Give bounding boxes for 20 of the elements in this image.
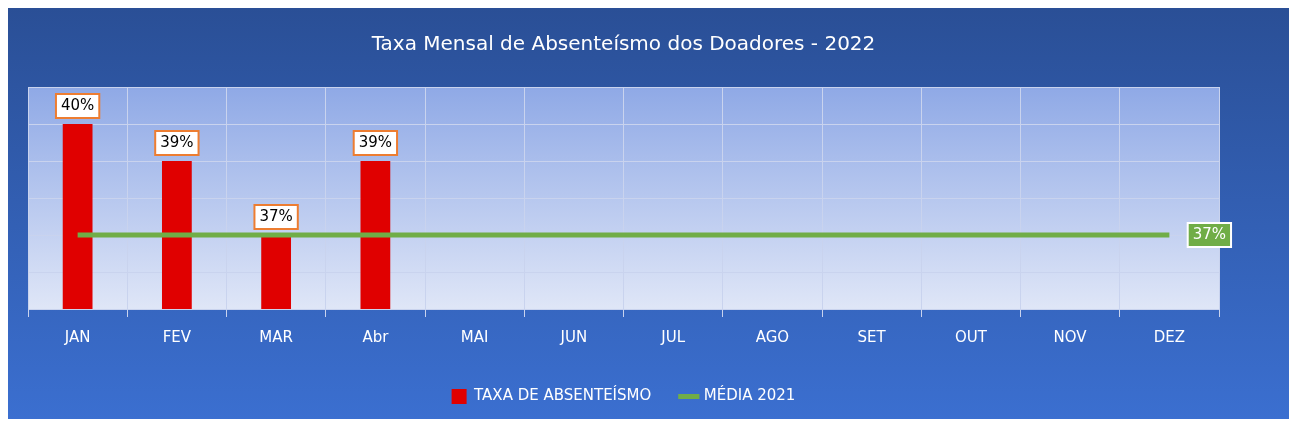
x-tick-label: JUN xyxy=(559,327,588,346)
x-tick-label: DEZ xyxy=(1153,327,1186,346)
x-tick-label: Abr xyxy=(362,327,390,346)
x-tick-label: AGO xyxy=(755,327,790,346)
x-tick-label: MAI xyxy=(460,327,489,346)
legend-label: TAXA DE ABSENTEÍSMO xyxy=(473,385,652,405)
x-tick-label: OUT xyxy=(954,327,988,346)
data-label: 39% xyxy=(160,132,194,151)
data-label: 40% xyxy=(60,95,95,114)
x-tick-label: JUL xyxy=(660,327,686,346)
data-label: 37% xyxy=(259,206,293,225)
x-tick-label: JAN xyxy=(63,327,91,346)
x-tick-label: NOV xyxy=(1053,327,1088,346)
data-label: 39% xyxy=(358,132,393,151)
legend-label: MÉDIA 2021 xyxy=(703,385,796,405)
x-tick-label: SET xyxy=(857,327,887,346)
chart-title: Taxa Mensal de Absenteísmo dos Doadores - 2022 xyxy=(370,31,876,56)
x-tick-label: MAR xyxy=(259,327,293,346)
data-label: 37% xyxy=(1192,224,1227,243)
x-tick-label: FEV xyxy=(162,327,192,346)
